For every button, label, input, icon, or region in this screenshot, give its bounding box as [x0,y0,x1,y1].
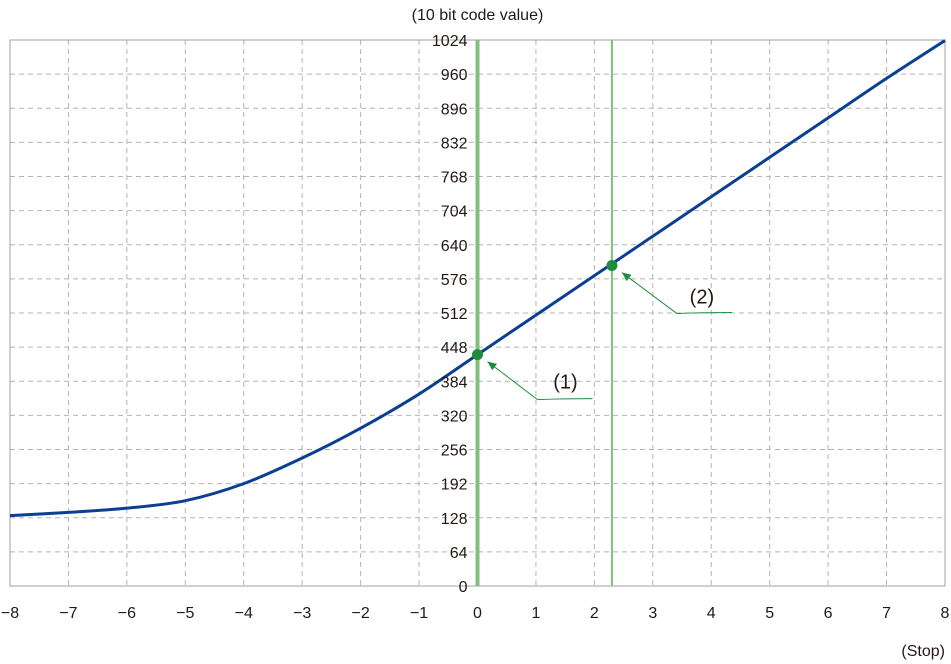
y-tick-label: 1024 [432,33,468,50]
x-tick-label: −3 [293,605,311,622]
callout-label: (2) [690,287,714,309]
y-tick-labels: 0 64 128 192 256 320 384 448 512 576 640 704 768 832 8… [432,33,468,596]
x-tick-label: 6 [824,605,833,622]
y-tick-label: 896 [441,101,468,118]
callout-leader [621,272,678,314]
point-marker [472,349,483,361]
y-tick-label: 832 [441,135,468,152]
x-tick-label: 3 [648,605,657,622]
x-tick-label: 2 [590,605,599,622]
x-tick-label: −1 [410,605,428,622]
x-axis-label: (Stop) [901,643,945,660]
y-tick-label: 640 [441,238,468,255]
y-tick-label: 128 [441,511,468,528]
callout-arrowhead [487,361,498,371]
x-tick-label: −4 [235,605,253,622]
points [472,260,618,361]
x-tick-labels: −8 −7 −6 −5 −4 −3 −2 −1 0 1 2 3 4 5 6 7 8 [1,605,950,622]
x-tick-label: 0 [473,605,482,622]
y-tick-label: 768 [441,170,468,187]
x-tick-label: −7 [59,605,77,622]
callout-arrowhead [621,272,632,282]
y-tick-label: 576 [441,272,468,289]
vertical-markers [475,40,613,586]
y-tick-label: 448 [441,340,468,357]
grid [10,40,945,586]
callout-label: (1) [553,372,577,394]
y-tick-label: 256 [441,443,468,460]
point-marker [606,260,618,272]
y-axis-label: (10 bit code value) [412,7,544,24]
x-tick-label: −5 [176,605,194,622]
x-tick-label: −8 [1,605,19,622]
x-tick-label: 8 [941,605,950,622]
y-tick-label: 192 [441,477,468,494]
x-tick-label: 5 [765,605,774,622]
callout-underline [537,398,593,401]
series-group [9,39,946,518]
x-tick-label: 1 [531,605,540,622]
y-tick-label: 704 [441,204,468,221]
y-tick-label: 320 [441,408,468,425]
y-tick-label: 384 [441,374,468,391]
y-tick-label: 512 [441,306,468,323]
series-line [9,39,946,518]
x-tick-label: −6 [118,605,136,622]
y-tick-label: 960 [441,67,468,84]
x-tick-label: 4 [707,605,716,622]
y-tick-label: 0 [459,579,468,596]
x-tick-label: −2 [352,605,370,622]
x-tick-label: 7 [882,605,891,622]
callout-leader [487,361,538,400]
y-tick-label: 64 [450,545,468,562]
callouts: (1) (2) [487,272,732,401]
callout-underline [676,312,732,315]
